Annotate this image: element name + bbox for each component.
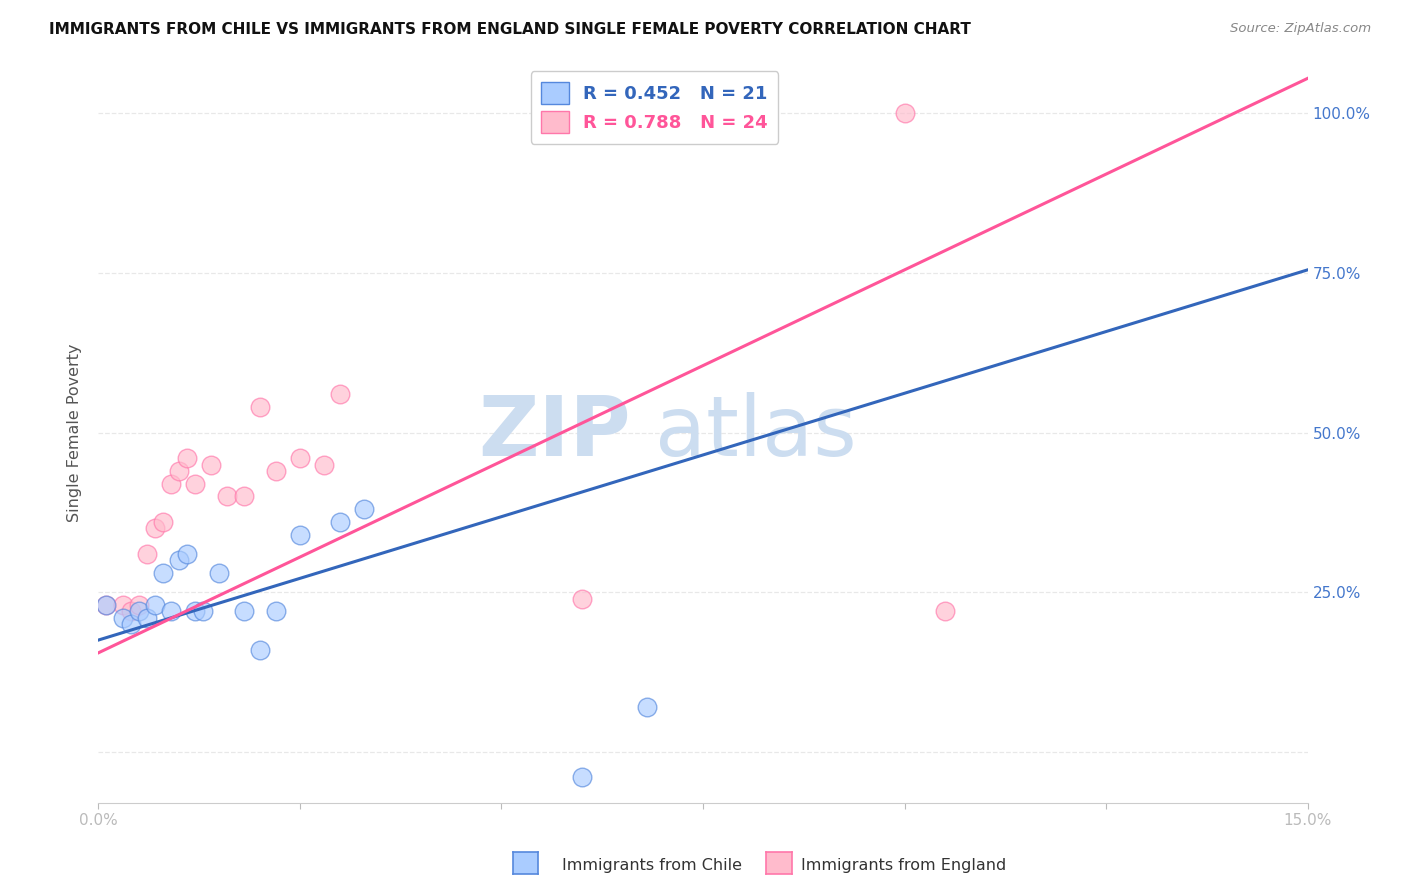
Point (135, 547, 157, 561)
Point (120, 617, 142, 632)
Point (571, 770, 593, 784)
Point (184, 604, 207, 618)
Text: IMMIGRANTS FROM CHILE VS IMMIGRANTS FROM ENGLAND SINGLE FEMALE POVERTY CORRELATI: IMMIGRANTS FROM CHILE VS IMMIGRANTS FROM… (49, 22, 972, 37)
Point (143, 521, 166, 535)
Point (232, 604, 254, 618)
Point (288, 451, 311, 466)
Text: Immigrants from England: Immigrants from England (801, 858, 1007, 872)
Text: ZIP: ZIP (478, 392, 630, 473)
Point (636, 106, 658, 120)
Point (96, 598, 118, 612)
Point (571, 591, 593, 606)
Y-axis label: Single Female Poverty: Single Female Poverty (67, 343, 83, 522)
Point (135, 611, 157, 625)
Point (636, 700, 658, 714)
Point (200, 458, 222, 472)
Point (193, 604, 215, 618)
Point (128, 598, 150, 612)
Point (314, 458, 336, 472)
Point (668, 106, 690, 120)
Point (288, 527, 311, 541)
Point (934, 604, 956, 618)
Point (249, 400, 271, 414)
Point (217, 490, 239, 504)
Legend: R = 0.452   N = 21, R = 0.788   N = 24: R = 0.452 N = 21, R = 0.788 N = 24 (530, 71, 779, 144)
Point (184, 476, 207, 491)
Point (249, 642, 271, 657)
Point (893, 106, 915, 120)
Point (208, 566, 231, 580)
Point (264, 464, 287, 478)
Point (329, 387, 352, 401)
Point (143, 598, 166, 612)
Point (167, 464, 190, 478)
Point (176, 547, 198, 561)
Point (176, 451, 198, 466)
Point (160, 604, 183, 618)
Point (160, 476, 183, 491)
Point (152, 566, 174, 580)
Point (111, 611, 134, 625)
Point (96, 598, 118, 612)
Point (264, 604, 287, 618)
Point (128, 604, 150, 618)
Text: Immigrants from Chile: Immigrants from Chile (562, 858, 742, 872)
Point (152, 515, 174, 529)
Text: atlas: atlas (655, 392, 856, 473)
Point (111, 598, 134, 612)
Point (232, 490, 254, 504)
Point (167, 553, 190, 567)
Point (353, 502, 375, 516)
Text: Source: ZipAtlas.com: Source: ZipAtlas.com (1230, 22, 1371, 36)
Point (329, 515, 352, 529)
Point (120, 604, 142, 618)
